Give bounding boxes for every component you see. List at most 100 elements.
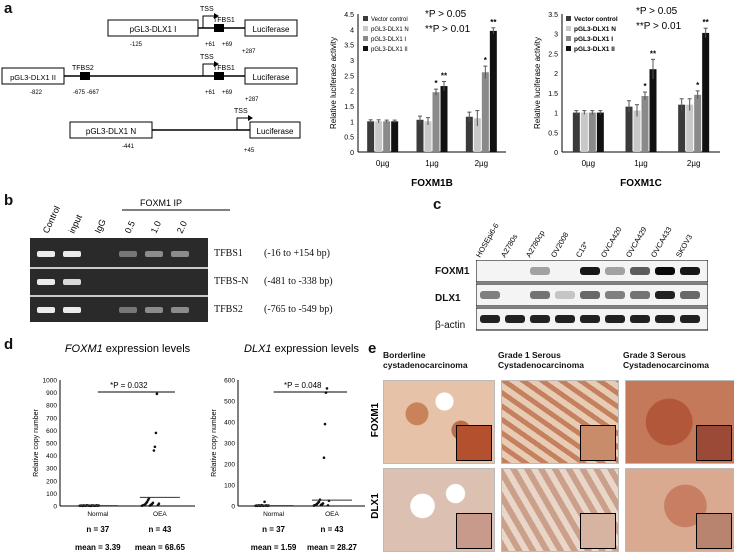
gel-band xyxy=(145,251,163,257)
y-tick-label: 500 xyxy=(224,399,235,406)
legend-entry: Vector control xyxy=(574,16,618,23)
legend-swatch xyxy=(566,26,571,31)
chip-row-labels: TFBS1 (-16 to +154 bp) TFBS-N (-481 to -33… xyxy=(214,248,333,315)
svg-text:TSS: TSS xyxy=(200,54,214,61)
y-axis-label: Relative luciferase activity xyxy=(533,37,542,129)
lane-label: OVCA420 xyxy=(599,225,624,259)
data-point xyxy=(151,501,155,505)
lane-label: C13* xyxy=(574,240,590,259)
lane-label: OV2008 xyxy=(549,231,571,259)
blot-band xyxy=(480,315,500,323)
blot-band xyxy=(580,291,600,299)
significance-star: * xyxy=(484,56,488,65)
p-value-annotation: *P > 0.05 xyxy=(425,9,467,20)
x-tick-label: Normal xyxy=(87,511,109,518)
data-point xyxy=(317,500,321,504)
svg-text:+61: +61 xyxy=(205,90,216,96)
western-row-labels: FOXM1 DLX1 β-actin xyxy=(435,266,470,331)
legend-entry: pGL3-DLX1 I xyxy=(574,36,613,43)
foxm1b-bar-chart: 0 0.5 1 1.5 2 2.5 3 3.5 4 4.5 Relative luciferase … xyxy=(329,9,506,189)
gel-band xyxy=(171,251,189,257)
y-tick-label: 200 xyxy=(46,478,57,485)
svg-text:1.0: 1.0 xyxy=(149,219,163,235)
blot-band xyxy=(580,315,600,323)
y-tick-label: 500 xyxy=(46,441,57,448)
n-label: n = 37 xyxy=(262,525,285,534)
ihc-foxm1-grade3 xyxy=(625,380,734,464)
data-point xyxy=(325,387,329,390)
p-value-annotation: **P > 0.01 xyxy=(425,24,471,35)
construct-2: pGL3-DLX1 II TFBS2 TSS TFBS1 Luciferase … xyxy=(1,54,298,103)
blot-band xyxy=(680,267,700,275)
data-point xyxy=(155,392,159,396)
lane-label: SKOV3 xyxy=(674,233,694,259)
svg-text:0.5: 0.5 xyxy=(123,219,137,235)
blot-band xyxy=(605,291,625,299)
mean-label: mean = 1.59 xyxy=(251,543,297,552)
significance-star: ** xyxy=(441,71,448,80)
y-tick-label: 1 xyxy=(554,111,558,118)
svg-text:-667: -667 xyxy=(87,90,100,96)
ihc-row-labels: FOXM1 DLX1 xyxy=(370,402,381,519)
bar xyxy=(633,110,641,152)
bar xyxy=(702,32,710,152)
y-tick-label: 0 xyxy=(231,504,235,511)
y-tick-label: 1000 xyxy=(43,378,58,385)
svg-text:-822: -822 xyxy=(30,90,43,96)
panel-label-d: d xyxy=(4,336,14,353)
mean-label: mean = 28.27 xyxy=(307,543,358,552)
svg-text:+45: +45 xyxy=(244,148,255,154)
svg-text:-125: -125 xyxy=(130,42,143,48)
y-tick-label: 100 xyxy=(224,483,235,490)
bar xyxy=(649,69,657,152)
svg-text:Luciferase: Luciferase xyxy=(257,127,294,136)
data-point xyxy=(326,504,330,507)
chart-title-gene: FOXM1 xyxy=(65,343,103,355)
p-value-annotation: *P = 0.048 xyxy=(284,381,322,390)
lane-label: OVCA429 xyxy=(624,225,649,259)
significance-star: * xyxy=(434,79,438,88)
x-tick-label: 2µg xyxy=(687,159,701,168)
blot-band xyxy=(555,315,575,323)
svg-text:-441: -441 xyxy=(122,144,135,150)
y-tick-label: 0 xyxy=(53,504,57,511)
panel-label-c: c xyxy=(433,196,442,213)
svg-text:IgG: IgG xyxy=(93,217,108,234)
chart-title: FOXM1B xyxy=(411,178,453,189)
bar xyxy=(686,104,694,152)
mean-label: mean = 68.65 xyxy=(135,543,186,552)
legend-entry: pGL3-DLX1 I xyxy=(371,37,406,43)
y-tick-label: 0 xyxy=(350,150,354,157)
bar xyxy=(481,72,489,152)
y-tick-label: 3 xyxy=(554,32,558,39)
svg-text:2.0: 2.0 xyxy=(175,219,189,235)
gel-band xyxy=(145,307,163,313)
chart-title-rest: expression levels xyxy=(103,343,191,355)
legend-entry: Vector control xyxy=(371,17,408,23)
n-label: n = 43 xyxy=(321,525,344,534)
gel-band xyxy=(171,307,189,313)
chart-title: FOXM1 expression levels xyxy=(65,343,191,355)
construct-1-name: pGL3-DLX1 I xyxy=(130,25,177,34)
significance-star: ** xyxy=(703,18,710,27)
data-point xyxy=(321,502,325,505)
legend-entry: pGL3-DLX1 II xyxy=(371,47,408,53)
gel-band xyxy=(37,279,55,285)
x-tick-label: 1µg xyxy=(634,159,648,168)
significance-star: * xyxy=(696,81,700,90)
blot-band xyxy=(630,291,650,299)
construct-1: pGL3-DLX1 I TSS TFBS1 Luciferase -125 +6… xyxy=(107,6,298,55)
legend-swatch xyxy=(363,16,368,21)
y-tick-label: 4 xyxy=(350,27,354,34)
svg-text:+287: +287 xyxy=(242,49,256,55)
svg-text:+69: +69 xyxy=(222,42,233,48)
svg-text:+287: +287 xyxy=(245,97,259,103)
bar xyxy=(424,121,432,152)
y-tick-label: 600 xyxy=(224,378,235,385)
y-tick-label: 100 xyxy=(46,491,57,498)
y-tick-label: 0.5 xyxy=(344,135,354,142)
y-tick-label: 0.5 xyxy=(548,130,558,137)
svg-text:DLX1: DLX1 xyxy=(370,493,381,519)
ihc-dlx1-grade1 xyxy=(501,468,619,552)
